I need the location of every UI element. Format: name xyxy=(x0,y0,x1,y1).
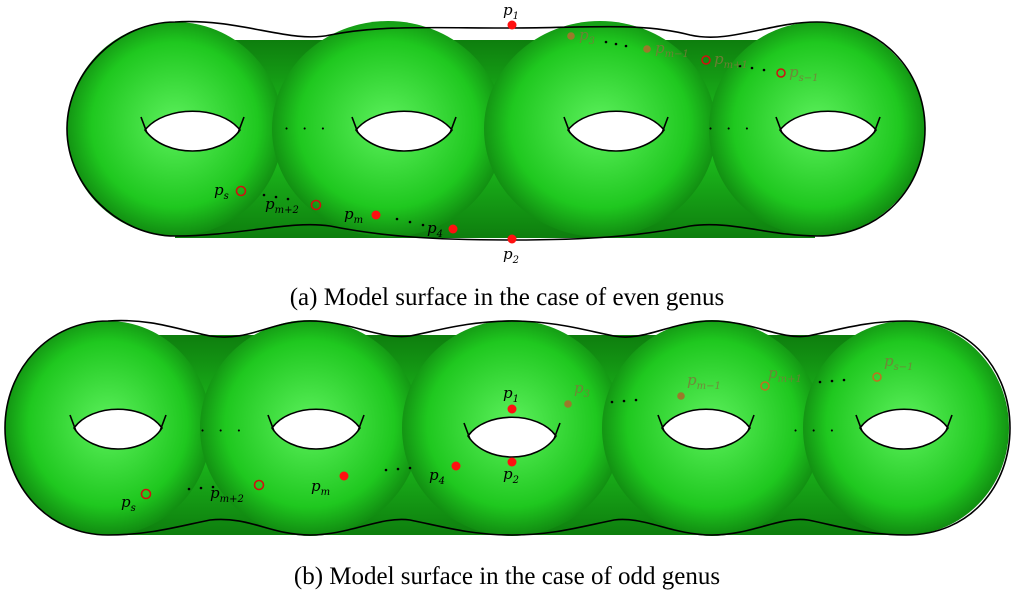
label-pm: pm xyxy=(344,205,363,226)
panel-a-labels: p1 p2 p3 pm−1 pm+1 ps−1 ps pm+2 pm p4 xyxy=(214,1,818,266)
marked-point-p4 xyxy=(451,461,461,471)
handle-ellipsis: · · · xyxy=(200,421,245,440)
handle-holes xyxy=(69,408,953,458)
caption-a: (a) Model surface in the case of even ge… xyxy=(290,284,725,311)
open-point-pm-plus-1 xyxy=(760,381,770,391)
open-point-pm-plus-1 xyxy=(701,55,711,65)
caption-b: (b) Model surface in the case of odd gen… xyxy=(294,563,720,590)
label-p4: p4 xyxy=(427,219,443,240)
label-pm-minus-1: pm−1 xyxy=(687,371,721,392)
open-point-ps xyxy=(140,488,152,500)
marked-point-p1 xyxy=(507,404,517,414)
handle-ellipsis: · · · xyxy=(284,119,329,138)
marked-point-pm xyxy=(339,471,349,481)
marked-point-p4 xyxy=(448,224,458,234)
panel-a-points xyxy=(235,20,786,244)
panel-b-surface: · · · · · · xyxy=(4,319,1011,536)
hole xyxy=(775,110,881,152)
label-ps-minus-1: ps−1 xyxy=(884,352,913,373)
label-p1: p1 xyxy=(503,384,519,405)
open-point-ps xyxy=(235,185,247,197)
marked-point-p3 xyxy=(567,32,575,40)
label-p2: p2 xyxy=(503,245,519,266)
label-p1: p1 xyxy=(503,1,519,22)
panel-b-labels: p1 p2 p3 pm−1 pm+1 ps−1 ps pm+2 pm p4 xyxy=(121,352,913,514)
label-p3: p3 xyxy=(574,379,590,400)
hole xyxy=(855,408,953,450)
hole xyxy=(267,408,365,450)
marked-point-pm-minus-1 xyxy=(643,45,651,53)
label-ps: ps xyxy=(121,493,136,514)
marked-point-pm xyxy=(371,210,381,220)
handle-ellipsis: · · · xyxy=(793,421,838,440)
handle-holes xyxy=(140,110,881,152)
marked-point-p2 xyxy=(507,234,517,244)
hole xyxy=(140,110,245,152)
marked-point-p3 xyxy=(564,400,572,408)
label-p2: p2 xyxy=(503,465,519,486)
label-pm-plus-1: pm+1 xyxy=(768,364,802,385)
label-pm-plus-2: pm+2 xyxy=(210,484,244,505)
label-pm-plus-1: pm+1 xyxy=(714,50,748,71)
panel-b-points xyxy=(140,372,882,500)
hole xyxy=(351,110,457,152)
label-ps: ps xyxy=(214,181,229,202)
hole xyxy=(563,110,669,152)
dotted-path xyxy=(262,40,766,227)
label-pm-plus-2: pm+2 xyxy=(265,195,299,216)
panel-a-surface: · · · · · · xyxy=(66,20,926,241)
marked-point-pm-minus-1 xyxy=(677,392,685,400)
open-point-ps-minus-1 xyxy=(776,68,786,78)
hole xyxy=(463,416,561,458)
label-ps-minus-1: ps−1 xyxy=(789,63,818,84)
open-point-ps-minus-1 xyxy=(872,372,882,382)
label-p3: p3 xyxy=(579,26,595,47)
label-p4: p4 xyxy=(429,466,445,487)
label-pm: pm xyxy=(311,477,330,498)
dotted-path xyxy=(187,378,846,491)
marked-point-p1 xyxy=(507,20,517,30)
hole xyxy=(69,408,167,450)
hole xyxy=(657,408,755,450)
open-point-pm-plus-2 xyxy=(310,199,322,211)
open-point-pm-plus-2 xyxy=(253,479,265,491)
marked-point-p2 xyxy=(507,457,517,467)
surface-outline xyxy=(4,319,1011,536)
handle-ellipsis: · · · xyxy=(708,119,753,138)
label-pm-minus-1: pm−1 xyxy=(655,39,689,60)
